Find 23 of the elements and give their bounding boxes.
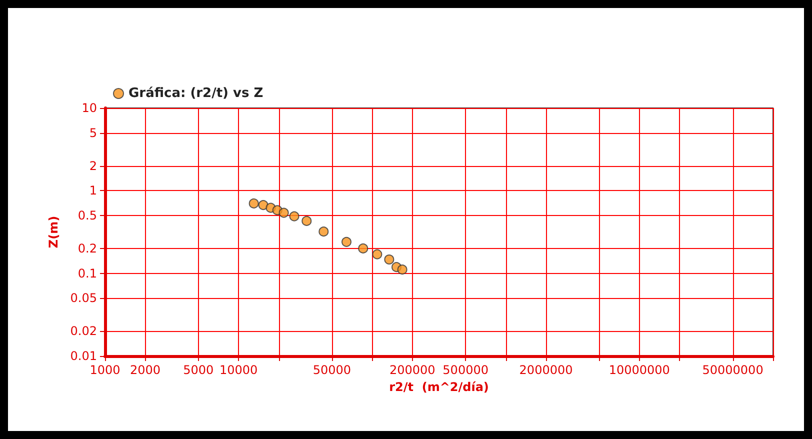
x-axis-title: r2/t (m^2/día) bbox=[389, 380, 489, 394]
x-tick-label: 2000000 bbox=[519, 363, 573, 377]
y-tick-label: 0.5 bbox=[78, 208, 97, 223]
y-axis-title: Z(m) bbox=[46, 216, 60, 248]
x-tick-label: 5000 bbox=[183, 363, 214, 377]
y-tick-label: 0.02 bbox=[70, 324, 97, 338]
x-tick-label: 10000000 bbox=[608, 363, 670, 377]
y-tick-label: 2 bbox=[89, 158, 97, 173]
x-tick-label: 2000 bbox=[130, 363, 160, 377]
y-tick-label: 5 bbox=[89, 126, 97, 140]
y-tick-label: 0.2 bbox=[78, 241, 97, 256]
y-tick-label: 0.05 bbox=[70, 291, 97, 306]
x-tick-label: 1000 bbox=[90, 363, 120, 377]
y-tick-label: 0.01 bbox=[70, 349, 97, 363]
y-tick-label: 0.1 bbox=[78, 266, 97, 280]
y-tick-label: 10 bbox=[82, 101, 97, 115]
x-tick-label: 500000 bbox=[442, 363, 488, 377]
y-tick-label: 1 bbox=[89, 184, 97, 198]
x-tick-label: 50000000 bbox=[702, 363, 764, 377]
x-tick-label: 10000 bbox=[220, 363, 258, 377]
legend-label: Gráfica: (r2/t) vs Z bbox=[128, 86, 264, 101]
x-tick-label: 50000 bbox=[312, 363, 352, 377]
x-tick-label: 200000 bbox=[390, 363, 436, 377]
